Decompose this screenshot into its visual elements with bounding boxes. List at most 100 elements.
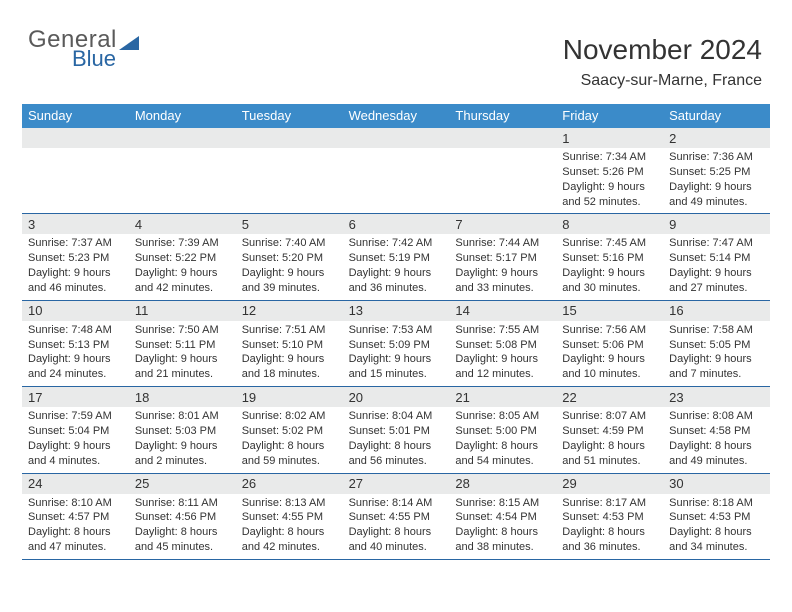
calendar-cell: 21Sunrise: 8:05 AMSunset: 5:00 PMDayligh…: [449, 387, 556, 472]
location-label: Saacy-sur-Marne, France: [563, 72, 762, 90]
day-number: 7: [449, 214, 556, 234]
brand-logo: General Blue: [28, 28, 139, 70]
day-number: [449, 128, 556, 148]
week-row: 24Sunrise: 8:10 AMSunset: 4:57 PMDayligh…: [22, 474, 770, 560]
sunset-text: Sunset: 5:20 PM: [242, 251, 337, 266]
sunset-text: Sunset: 5:11 PM: [135, 338, 230, 353]
day-details: Sunrise: 8:11 AMSunset: 4:56 PMDaylight:…: [129, 494, 236, 559]
day-number: 28: [449, 474, 556, 494]
day-details: Sunrise: 7:44 AMSunset: 5:17 PMDaylight:…: [449, 234, 556, 299]
daylight-text: Daylight: 9 hours and 15 minutes.: [349, 352, 444, 382]
sunrise-text: Sunrise: 7:56 AM: [562, 323, 657, 338]
daylight-text: Daylight: 9 hours and 42 minutes.: [135, 266, 230, 296]
daylight-text: Daylight: 9 hours and 10 minutes.: [562, 352, 657, 382]
sunrise-text: Sunrise: 8:10 AM: [28, 496, 123, 511]
day-details: Sunrise: 8:08 AMSunset: 4:58 PMDaylight:…: [663, 407, 770, 472]
calendar-cell: 24Sunrise: 8:10 AMSunset: 4:57 PMDayligh…: [22, 474, 129, 559]
calendar-cell: 6Sunrise: 7:42 AMSunset: 5:19 PMDaylight…: [343, 214, 450, 299]
day-header-saturday: Saturday: [663, 104, 770, 128]
sunset-text: Sunset: 4:58 PM: [669, 424, 764, 439]
day-details: [449, 148, 556, 213]
sunrise-text: Sunrise: 8:05 AM: [455, 409, 550, 424]
calendar-cell: 12Sunrise: 7:51 AMSunset: 5:10 PMDayligh…: [236, 301, 343, 386]
day-number: 14: [449, 301, 556, 321]
daylight-text: Daylight: 9 hours and 21 minutes.: [135, 352, 230, 382]
sunrise-text: Sunrise: 7:59 AM: [28, 409, 123, 424]
sunrise-text: Sunrise: 8:17 AM: [562, 496, 657, 511]
sunrise-text: Sunrise: 8:13 AM: [242, 496, 337, 511]
sunset-text: Sunset: 4:56 PM: [135, 510, 230, 525]
day-number: 2: [663, 128, 770, 148]
calendar-cell: 4Sunrise: 7:39 AMSunset: 5:22 PMDaylight…: [129, 214, 236, 299]
calendar-cell: [22, 128, 129, 213]
calendar-cell: [129, 128, 236, 213]
day-number: 11: [129, 301, 236, 321]
day-number: 3: [22, 214, 129, 234]
day-number: [343, 128, 450, 148]
sunset-text: Sunset: 5:01 PM: [349, 424, 444, 439]
sunset-text: Sunset: 5:10 PM: [242, 338, 337, 353]
day-number: 22: [556, 387, 663, 407]
sunrise-text: Sunrise: 7:58 AM: [669, 323, 764, 338]
day-details: Sunrise: 7:48 AMSunset: 5:13 PMDaylight:…: [22, 321, 129, 386]
sunrise-text: Sunrise: 8:15 AM: [455, 496, 550, 511]
day-details: Sunrise: 8:07 AMSunset: 4:59 PMDaylight:…: [556, 407, 663, 472]
day-details: Sunrise: 7:45 AMSunset: 5:16 PMDaylight:…: [556, 234, 663, 299]
sunset-text: Sunset: 4:54 PM: [455, 510, 550, 525]
day-number: 10: [22, 301, 129, 321]
sunset-text: Sunset: 4:55 PM: [242, 510, 337, 525]
sunrise-text: Sunrise: 8:04 AM: [349, 409, 444, 424]
sunrise-text: Sunrise: 7:47 AM: [669, 236, 764, 251]
sunrise-text: Sunrise: 8:14 AM: [349, 496, 444, 511]
day-details: Sunrise: 7:58 AMSunset: 5:05 PMDaylight:…: [663, 321, 770, 386]
day-details: [343, 148, 450, 213]
sunrise-text: Sunrise: 8:01 AM: [135, 409, 230, 424]
sunset-text: Sunset: 4:55 PM: [349, 510, 444, 525]
daylight-text: Daylight: 8 hours and 54 minutes.: [455, 439, 550, 469]
sunrise-text: Sunrise: 7:42 AM: [349, 236, 444, 251]
sunset-text: Sunset: 5:09 PM: [349, 338, 444, 353]
calendar-cell: 17Sunrise: 7:59 AMSunset: 5:04 PMDayligh…: [22, 387, 129, 472]
day-details: Sunrise: 8:04 AMSunset: 5:01 PMDaylight:…: [343, 407, 450, 472]
daylight-text: Daylight: 9 hours and 33 minutes.: [455, 266, 550, 296]
daylight-text: Daylight: 9 hours and 24 minutes.: [28, 352, 123, 382]
day-details: Sunrise: 8:15 AMSunset: 4:54 PMDaylight:…: [449, 494, 556, 559]
sunset-text: Sunset: 5:23 PM: [28, 251, 123, 266]
daylight-text: Daylight: 8 hours and 38 minutes.: [455, 525, 550, 555]
sunrise-text: Sunrise: 8:08 AM: [669, 409, 764, 424]
day-number: 19: [236, 387, 343, 407]
daylight-text: Daylight: 9 hours and 49 minutes.: [669, 180, 764, 210]
calendar-grid: Sunday Monday Tuesday Wednesday Thursday…: [22, 104, 770, 560]
sunrise-text: Sunrise: 8:18 AM: [669, 496, 764, 511]
day-details: [129, 148, 236, 213]
day-details: Sunrise: 7:47 AMSunset: 5:14 PMDaylight:…: [663, 234, 770, 299]
sunrise-text: Sunrise: 7:44 AM: [455, 236, 550, 251]
daylight-text: Daylight: 8 hours and 56 minutes.: [349, 439, 444, 469]
daylight-text: Daylight: 8 hours and 45 minutes.: [135, 525, 230, 555]
calendar-cell: 10Sunrise: 7:48 AMSunset: 5:13 PMDayligh…: [22, 301, 129, 386]
daylight-text: Daylight: 8 hours and 42 minutes.: [242, 525, 337, 555]
day-number: 23: [663, 387, 770, 407]
day-details: Sunrise: 8:01 AMSunset: 5:03 PMDaylight:…: [129, 407, 236, 472]
sunset-text: Sunset: 5:03 PM: [135, 424, 230, 439]
daylight-text: Daylight: 8 hours and 51 minutes.: [562, 439, 657, 469]
day-number: [129, 128, 236, 148]
sunset-text: Sunset: 5:16 PM: [562, 251, 657, 266]
daylight-text: Daylight: 8 hours and 47 minutes.: [28, 525, 123, 555]
day-header-monday: Monday: [129, 104, 236, 128]
day-details: Sunrise: 8:02 AMSunset: 5:02 PMDaylight:…: [236, 407, 343, 472]
day-details: Sunrise: 7:42 AMSunset: 5:19 PMDaylight:…: [343, 234, 450, 299]
sunrise-text: Sunrise: 7:37 AM: [28, 236, 123, 251]
calendar-cell: 14Sunrise: 7:55 AMSunset: 5:08 PMDayligh…: [449, 301, 556, 386]
sunset-text: Sunset: 5:19 PM: [349, 251, 444, 266]
calendar-cell: 27Sunrise: 8:14 AMSunset: 4:55 PMDayligh…: [343, 474, 450, 559]
daylight-text: Daylight: 9 hours and 18 minutes.: [242, 352, 337, 382]
day-details: Sunrise: 8:18 AMSunset: 4:53 PMDaylight:…: [663, 494, 770, 559]
calendar-cell: 16Sunrise: 7:58 AMSunset: 5:05 PMDayligh…: [663, 301, 770, 386]
daylight-text: Daylight: 8 hours and 34 minutes.: [669, 525, 764, 555]
week-row: 1Sunrise: 7:34 AMSunset: 5:26 PMDaylight…: [22, 128, 770, 214]
sunrise-text: Sunrise: 7:45 AM: [562, 236, 657, 251]
day-number: 12: [236, 301, 343, 321]
daylight-text: Daylight: 9 hours and 27 minutes.: [669, 266, 764, 296]
calendar-cell: 20Sunrise: 8:04 AMSunset: 5:01 PMDayligh…: [343, 387, 450, 472]
